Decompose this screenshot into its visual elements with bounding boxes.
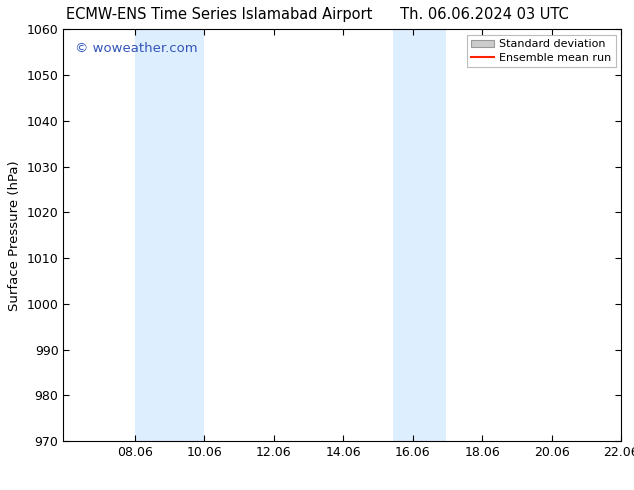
- Text: ECMW-ENS Time Series Islamabad Airport      Th. 06.06.2024 03 UTC: ECMW-ENS Time Series Islamabad Airport T…: [66, 7, 568, 23]
- Bar: [135, 29, 204, 441]
- Text: © woweather.com: © woweather.com: [75, 42, 197, 55]
- Y-axis label: Surface Pressure (hPa): Surface Pressure (hPa): [8, 160, 21, 311]
- Bar: [394, 29, 446, 441]
- Legend: Standard deviation, Ensemble mean run: Standard deviation, Ensemble mean run: [467, 35, 616, 67]
